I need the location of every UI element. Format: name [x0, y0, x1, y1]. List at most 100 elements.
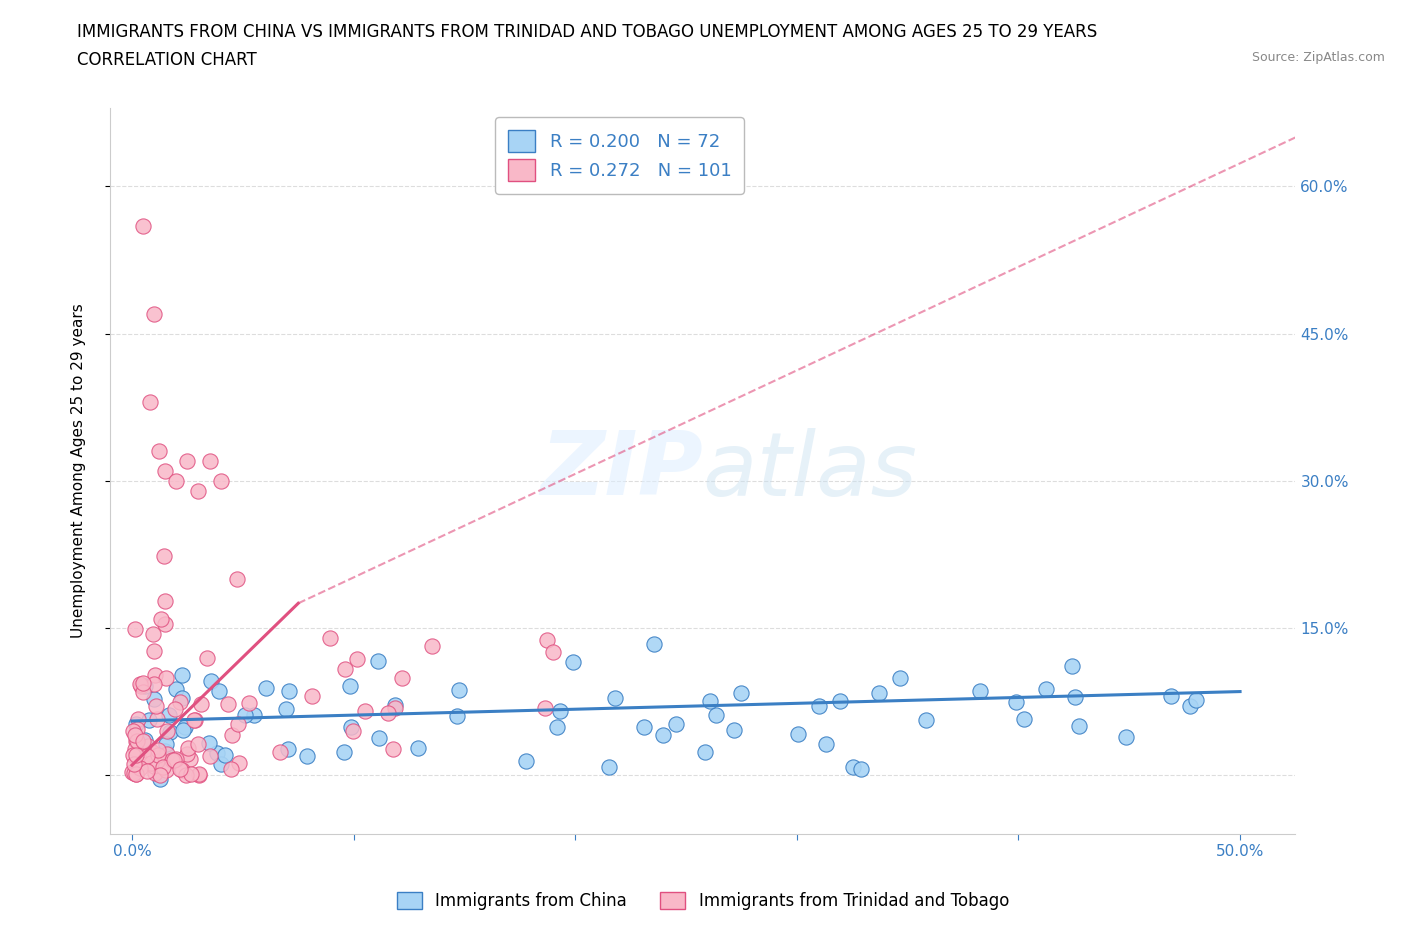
Point — [187, 766, 209, 781]
Point — [1063, 689, 1085, 704]
Point — [354, 703, 377, 718]
Point — [124, 733, 146, 748]
Point — [172, 691, 194, 706]
Point — [148, 444, 170, 458]
Point — [138, 712, 160, 727]
Point — [132, 676, 155, 691]
Point — [153, 743, 176, 758]
Point — [146, 748, 169, 763]
Point — [209, 757, 232, 772]
Point — [406, 740, 429, 755]
Point — [139, 756, 162, 771]
Point — [142, 627, 165, 642]
Point — [276, 701, 298, 716]
Point — [129, 679, 152, 694]
Point — [377, 705, 399, 720]
Point — [143, 765, 166, 780]
Point — [125, 717, 148, 732]
Point — [699, 694, 721, 709]
Point — [197, 736, 219, 751]
Point — [422, 639, 444, 654]
Text: ZIP: ZIP — [540, 428, 703, 514]
Point — [155, 463, 177, 478]
Point — [124, 741, 146, 756]
Point — [515, 753, 537, 768]
Point — [205, 746, 228, 761]
Point — [145, 698, 167, 713]
Point — [190, 697, 212, 711]
Point — [129, 761, 152, 776]
Point — [143, 307, 166, 322]
Point — [139, 395, 162, 410]
Point — [233, 708, 256, 723]
Point — [1185, 693, 1208, 708]
Point — [219, 762, 242, 777]
Point — [122, 765, 145, 780]
Point — [391, 671, 413, 685]
Point — [134, 732, 156, 747]
Point — [127, 757, 149, 772]
Point — [543, 644, 565, 659]
Point — [183, 712, 205, 727]
Point — [155, 671, 177, 686]
Point — [643, 636, 665, 651]
Point — [695, 745, 717, 760]
Point — [169, 762, 191, 777]
Point — [153, 549, 176, 564]
Point — [149, 767, 172, 782]
Point — [1115, 730, 1137, 745]
Point — [1067, 718, 1090, 733]
Point — [146, 754, 169, 769]
Point — [815, 736, 838, 751]
Point — [221, 727, 243, 742]
Point — [598, 760, 620, 775]
Point — [143, 677, 166, 692]
Point — [176, 454, 198, 469]
Point — [238, 696, 260, 711]
Point — [187, 483, 209, 498]
Point — [136, 764, 159, 778]
Point — [1060, 659, 1083, 674]
Point — [449, 682, 471, 697]
Point — [172, 668, 194, 683]
Point — [384, 700, 406, 715]
Point — [446, 709, 468, 724]
Point — [333, 661, 356, 676]
Point — [665, 717, 688, 732]
Point — [339, 679, 361, 694]
Point — [122, 724, 145, 738]
Point — [125, 766, 148, 781]
Point — [129, 676, 152, 691]
Point — [162, 753, 184, 768]
Point — [195, 650, 218, 665]
Point — [132, 219, 155, 233]
Point — [187, 737, 209, 751]
Point — [868, 685, 890, 700]
Point — [125, 748, 148, 763]
Point — [200, 673, 222, 688]
Point — [842, 760, 865, 775]
Point — [136, 748, 159, 763]
Point — [176, 740, 198, 755]
Point — [301, 688, 323, 703]
Point — [121, 764, 143, 779]
Point — [163, 752, 186, 767]
Point — [828, 694, 851, 709]
Point — [368, 731, 391, 746]
Point — [138, 738, 160, 753]
Point — [176, 747, 198, 762]
Point — [165, 473, 187, 488]
Point — [183, 712, 205, 727]
Point — [200, 749, 222, 764]
Point — [546, 719, 568, 734]
Point — [319, 631, 342, 645]
Point — [787, 727, 810, 742]
Point — [851, 761, 873, 776]
Point — [156, 724, 179, 739]
Point — [165, 751, 187, 766]
Point — [143, 691, 166, 706]
Legend: R = 0.200   N = 72, R = 0.272   N = 101: R = 0.200 N = 72, R = 0.272 N = 101 — [495, 117, 744, 193]
Point — [155, 737, 177, 751]
Point — [808, 698, 831, 713]
Point — [228, 755, 250, 770]
